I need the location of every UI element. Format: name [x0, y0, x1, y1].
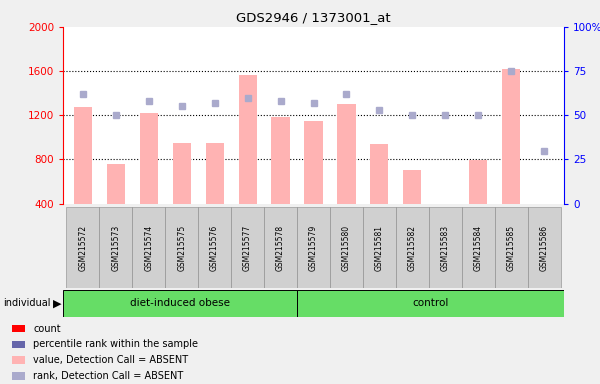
Text: percentile rank within the sample: percentile rank within the sample [33, 339, 198, 349]
Text: GSM215573: GSM215573 [111, 225, 120, 271]
Bar [297, 207, 330, 288]
Bar [304, 121, 323, 204]
Bar [396, 207, 429, 288]
Bar [370, 144, 388, 204]
Bar [297, 290, 564, 317]
Text: GSM215585: GSM215585 [507, 225, 516, 271]
Bar [363, 207, 396, 288]
Bar [132, 207, 165, 288]
Text: GSM215581: GSM215581 [375, 225, 384, 271]
Text: GSM215572: GSM215572 [78, 225, 87, 271]
Bar [495, 207, 528, 288]
Text: GSM215579: GSM215579 [309, 225, 318, 271]
Title: GDS2946 / 1373001_at: GDS2946 / 1373001_at [236, 11, 391, 24]
Bar [12, 356, 25, 364]
Text: control: control [412, 298, 449, 308]
Bar [528, 207, 561, 288]
Bar [198, 207, 231, 288]
Bar [66, 207, 99, 288]
Bar [239, 76, 257, 204]
Bar [469, 161, 487, 204]
Text: GSM215576: GSM215576 [210, 225, 219, 271]
Text: GSM215584: GSM215584 [474, 225, 483, 271]
Bar [330, 207, 363, 288]
Bar [165, 207, 198, 288]
Bar [264, 207, 297, 288]
Text: ▶: ▶ [53, 298, 61, 308]
Text: GSM215582: GSM215582 [408, 225, 417, 271]
Bar [502, 69, 520, 204]
Text: GSM215586: GSM215586 [540, 225, 549, 271]
Bar [403, 170, 421, 204]
Bar [12, 372, 25, 380]
Text: rank, Detection Call = ABSENT: rank, Detection Call = ABSENT [33, 371, 183, 381]
Bar [231, 207, 264, 288]
Bar [436, 204, 454, 206]
Text: value, Detection Call = ABSENT: value, Detection Call = ABSENT [33, 355, 188, 365]
Bar [99, 207, 132, 288]
Text: GSM215583: GSM215583 [441, 225, 450, 271]
Bar [271, 118, 290, 204]
Text: GSM215580: GSM215580 [342, 225, 351, 271]
Bar [429, 207, 462, 288]
Text: GSM215577: GSM215577 [243, 225, 252, 271]
Bar [462, 207, 495, 288]
Text: GSM215575: GSM215575 [177, 225, 186, 271]
Bar [12, 325, 25, 333]
Bar [107, 164, 125, 204]
Bar [140, 113, 158, 204]
Bar [173, 143, 191, 204]
Text: diet-induced obese: diet-induced obese [130, 298, 230, 308]
Bar [206, 143, 224, 204]
Bar [337, 104, 356, 204]
Text: count: count [33, 324, 61, 334]
Text: GSM215574: GSM215574 [144, 225, 153, 271]
Bar [74, 108, 92, 204]
Text: GSM215578: GSM215578 [276, 225, 285, 271]
Text: individual: individual [3, 298, 50, 308]
Bar [12, 341, 25, 348]
Bar [63, 290, 297, 317]
